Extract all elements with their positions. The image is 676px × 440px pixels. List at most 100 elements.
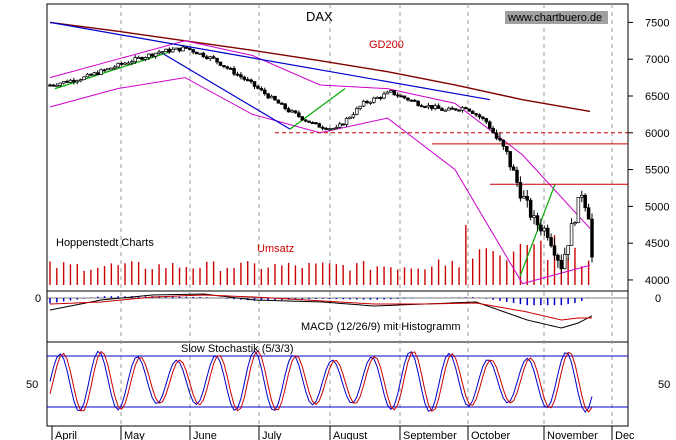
candle-body bbox=[222, 65, 226, 68]
price-tick-label: 4000 bbox=[645, 275, 669, 287]
candle-body bbox=[508, 151, 512, 168]
watermark: www.chartbuero.de bbox=[507, 12, 602, 24]
stoch-panel-frame bbox=[46, 341, 629, 427]
candle-body bbox=[464, 107, 468, 110]
candle-body bbox=[85, 73, 90, 78]
candle-body bbox=[51, 84, 56, 87]
candle-body bbox=[549, 237, 553, 247]
price-tick-label: 7500 bbox=[645, 17, 669, 29]
bollinger-upper-line bbox=[49, 40, 591, 229]
candle-body bbox=[228, 67, 233, 70]
stoch-d-line bbox=[49, 350, 593, 413]
candle-body bbox=[399, 95, 403, 98]
candle-body bbox=[457, 109, 461, 112]
candle-body bbox=[505, 145, 509, 152]
candle-body bbox=[436, 105, 441, 109]
candle-body bbox=[300, 116, 305, 121]
candle-body bbox=[235, 73, 240, 76]
chart-title: DAX bbox=[306, 9, 333, 24]
candle-body bbox=[361, 100, 366, 107]
candle-body bbox=[184, 46, 189, 49]
candle-body bbox=[89, 73, 93, 76]
candle-body bbox=[157, 51, 161, 54]
downtrend-line-lower bbox=[159, 51, 291, 130]
candle-body bbox=[245, 79, 250, 81]
candle-body bbox=[331, 128, 335, 131]
volume-label: Umsatz bbox=[257, 243, 294, 255]
price-tick-label: 5500 bbox=[645, 165, 669, 177]
candle-body bbox=[68, 79, 73, 83]
month-label: November bbox=[547, 430, 598, 440]
month-gridlines bbox=[120, 4, 613, 426]
candle-body bbox=[95, 72, 100, 75]
candle-body bbox=[559, 259, 564, 270]
bollinger-lower-line bbox=[49, 77, 591, 285]
candle-body bbox=[99, 69, 103, 75]
candle-body bbox=[249, 79, 253, 82]
candle-body bbox=[573, 222, 577, 225]
macd-signal-line bbox=[49, 294, 592, 321]
candle-body bbox=[181, 46, 185, 52]
price-tick-label: 6500 bbox=[645, 91, 669, 103]
candle-body bbox=[433, 105, 437, 109]
support-line-summer bbox=[289, 88, 346, 130]
candle-body bbox=[119, 62, 124, 65]
candle-body bbox=[539, 224, 543, 232]
candle-body bbox=[430, 105, 434, 109]
candle-body bbox=[164, 48, 168, 52]
candle-body bbox=[310, 122, 315, 125]
candle-body bbox=[327, 128, 332, 131]
candle-body bbox=[194, 51, 199, 55]
candle-body bbox=[160, 51, 165, 54]
axes: April May June July August September October No… bbox=[26, 17, 670, 440]
candle-body bbox=[286, 108, 291, 113]
candle-body bbox=[542, 227, 547, 232]
candle-body bbox=[477, 114, 482, 118]
candle-body bbox=[307, 120, 311, 123]
candle-body bbox=[375, 96, 379, 99]
candle-body bbox=[528, 199, 533, 218]
candle-body bbox=[447, 107, 451, 111]
candle-body bbox=[140, 57, 144, 60]
candle-body bbox=[78, 79, 83, 82]
candle-body bbox=[177, 47, 182, 52]
candle-body bbox=[580, 194, 584, 198]
candle-body bbox=[423, 106, 427, 109]
macd-line bbox=[49, 293, 593, 329]
candle-body bbox=[58, 82, 62, 86]
candle-body bbox=[395, 94, 400, 97]
macd-zero-label-left: 0 bbox=[35, 293, 41, 305]
candle-body bbox=[344, 118, 349, 125]
candle-body bbox=[337, 123, 342, 128]
month-label: August bbox=[333, 430, 367, 440]
candle-body bbox=[320, 126, 325, 129]
stoch-50-label-left: 50 bbox=[26, 379, 38, 391]
candle-body bbox=[65, 80, 69, 83]
candle-body bbox=[198, 52, 202, 55]
price-tick-label: 5000 bbox=[645, 201, 669, 213]
candle-body bbox=[314, 122, 318, 125]
candle-body bbox=[259, 88, 264, 91]
stoch-label: Slow Stochastik (5/3/3) bbox=[181, 343, 294, 355]
candle-body bbox=[562, 254, 567, 270]
candle-body bbox=[239, 74, 243, 78]
candle-body bbox=[211, 56, 216, 59]
candle-body bbox=[487, 121, 492, 129]
candle-body bbox=[208, 56, 212, 59]
candle-body bbox=[225, 66, 230, 69]
candle-body bbox=[419, 105, 424, 108]
macd-indicator bbox=[47, 293, 628, 329]
price-tick-label: 4500 bbox=[645, 238, 669, 250]
candle-body bbox=[484, 118, 489, 123]
candle-body bbox=[280, 102, 284, 105]
candle-body bbox=[293, 110, 298, 114]
candle-body bbox=[586, 207, 591, 220]
candle-body bbox=[552, 245, 557, 256]
candle-body bbox=[402, 95, 407, 99]
candle-body bbox=[150, 53, 155, 57]
candle-body bbox=[334, 127, 339, 129]
candle-body bbox=[136, 57, 141, 59]
gd200-label: GD200 bbox=[369, 39, 404, 51]
candle-body bbox=[266, 93, 270, 99]
candle-body bbox=[55, 84, 59, 87]
